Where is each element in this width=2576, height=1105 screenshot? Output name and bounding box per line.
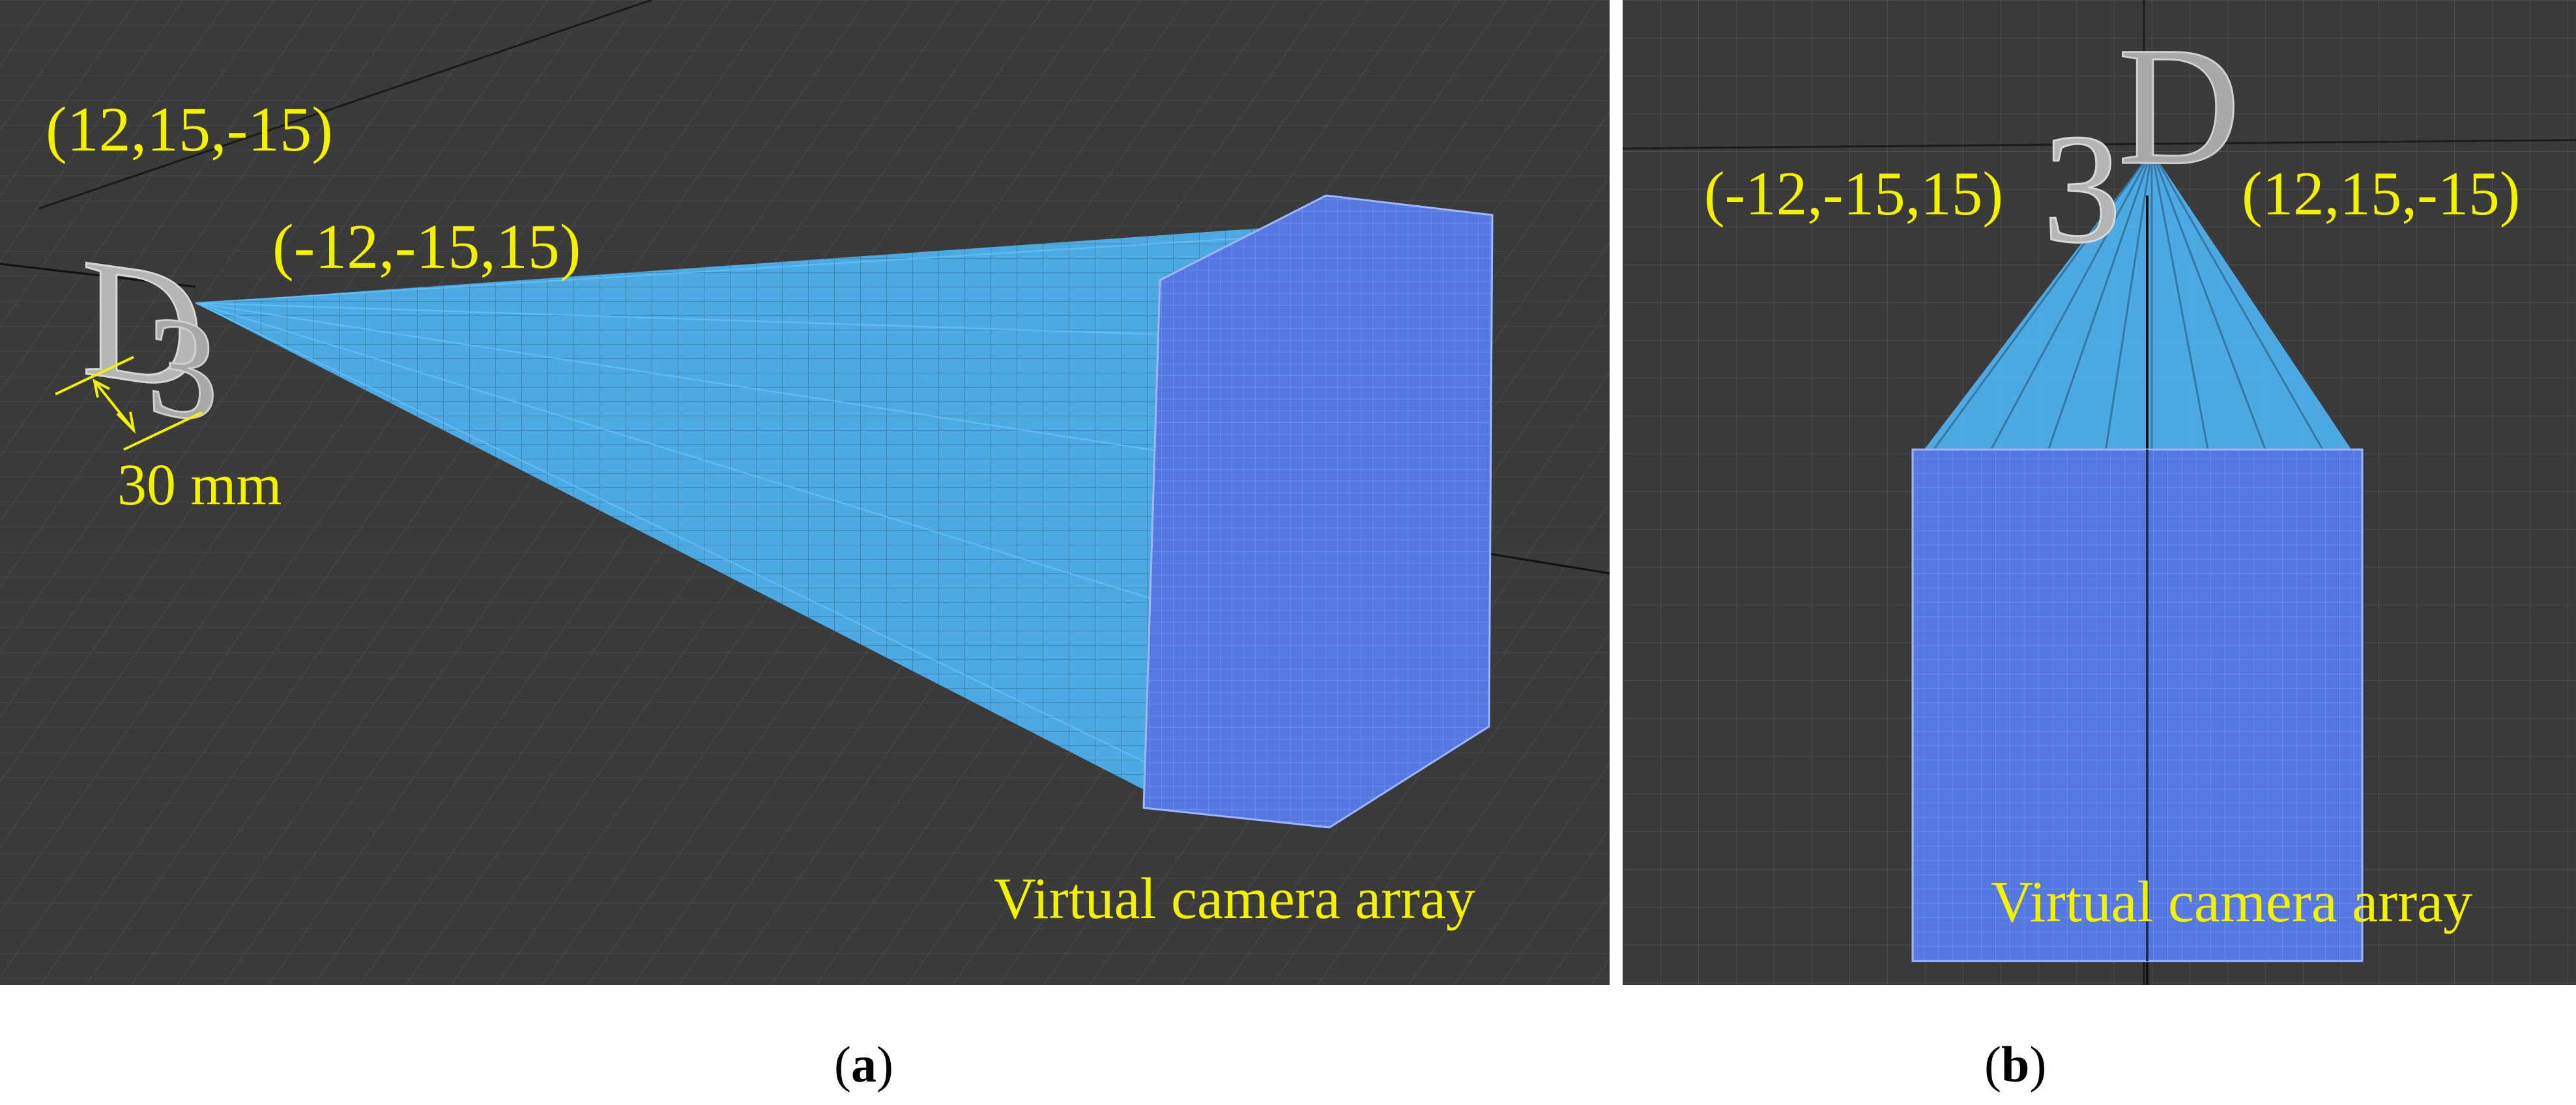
dimension-marker (55, 356, 203, 451)
ray-lines (1928, 151, 2328, 457)
caption-a: (a) (834, 1036, 893, 1093)
coordinate-label-left: (-12,-15,15) (1704, 159, 2004, 228)
ray-lines (195, 234, 1304, 782)
panel-a-scene: D 3 (0, 0, 1610, 985)
axis-line (38, 0, 652, 210)
object-d3: D 3 (81, 221, 220, 453)
object-letter: D (2118, 12, 2240, 200)
camera-array-grid (1913, 450, 2362, 961)
camera-array-grid (1144, 195, 1492, 827)
object-letter: 3 (147, 284, 218, 453)
dimension-label: 30 mm (117, 453, 282, 517)
panel-b-front-view: 3 D (-12,-15,15) (12,15,-15) Virtual cam… (1623, 0, 2576, 985)
camera-array-outline (1911, 448, 2364, 962)
coordinate-label-top: (12,15,-15) (46, 94, 333, 165)
object-letter: 3 (2043, 102, 2121, 275)
ray-bundle-grid (195, 225, 1310, 805)
camera-array-outline (1142, 194, 1494, 829)
object-letter: D (81, 222, 204, 427)
axis-line (0, 263, 196, 288)
camera-array-label: Virtual camera array (994, 867, 1476, 931)
caption-letter: a (850, 1036, 876, 1093)
coordinate-label-right: (12,15,-15) (2242, 159, 2521, 228)
caption-b: (b) (1984, 1036, 2047, 1093)
caption-letter: b (2001, 1036, 2030, 1093)
object-3d: 3 D (2042, 12, 2242, 276)
panel-a-perspective-view: D 3 (12,15,-15) (-12,-15,15) 30 mm Virtu… (0, 0, 1610, 985)
panel-b-scene: 3 D (1623, 0, 2576, 985)
axis-line (1623, 139, 2576, 150)
coordinate-label-near: (-12,-15,15) (272, 212, 581, 282)
camera-array-label: Virtual camera array (1991, 870, 2473, 934)
